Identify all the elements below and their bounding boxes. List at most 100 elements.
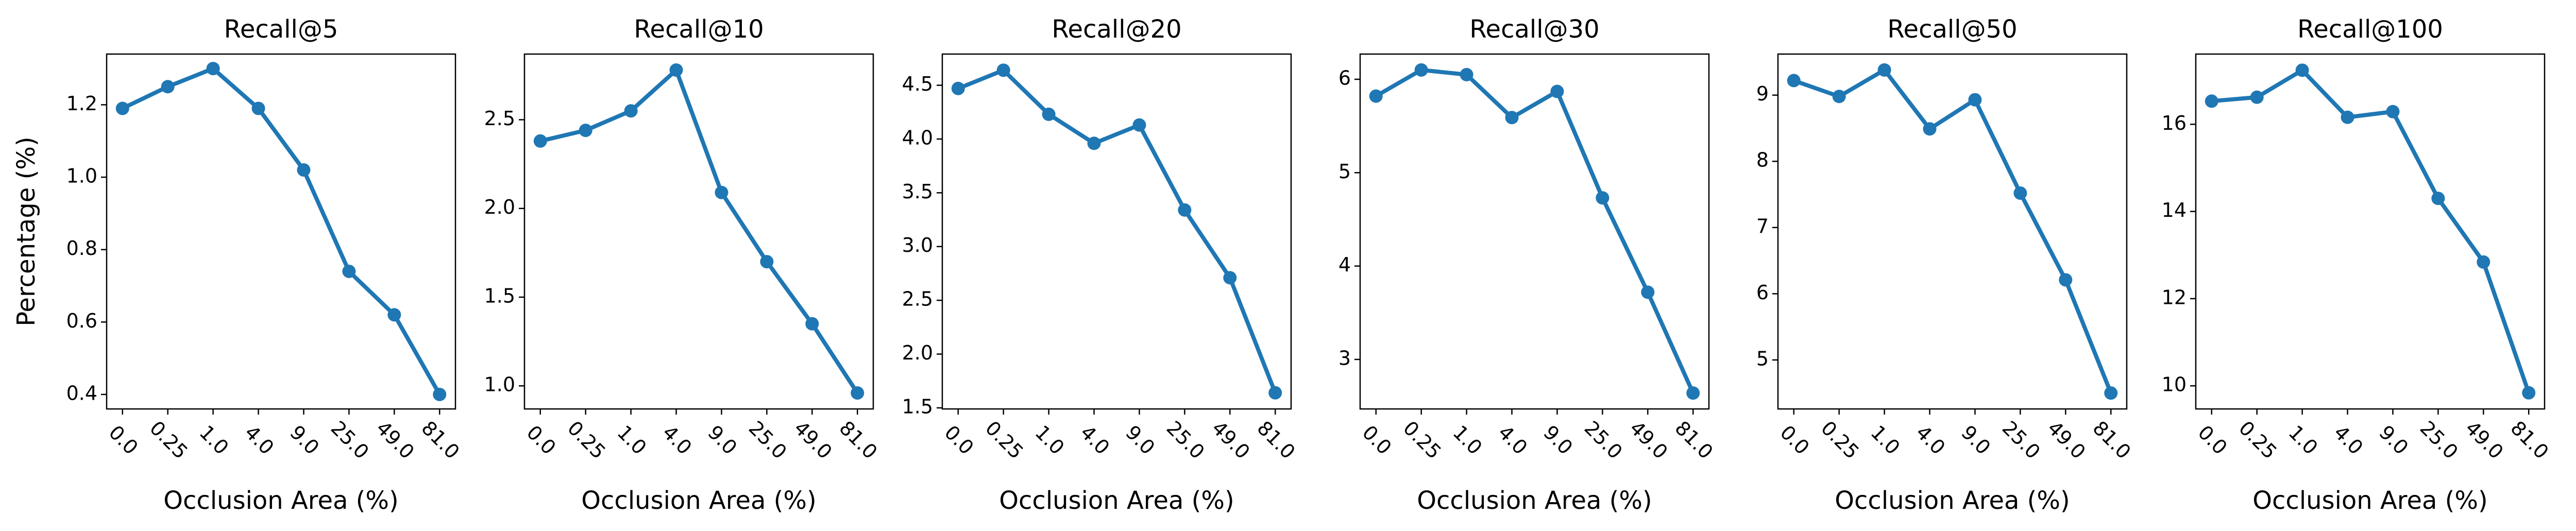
x-tick-label: 4.0 <box>2329 421 2367 459</box>
x-tick-label: 1.0 <box>613 421 651 459</box>
marker <box>2522 386 2536 400</box>
y-tick-label: 1.5 <box>902 395 933 418</box>
x-axis-label: Occlusion Area (%) <box>2252 486 2488 515</box>
line <box>957 68 1277 394</box>
x-tick-label: 0.25 <box>1399 417 1446 464</box>
x-tick-label: 49.0 <box>1625 417 1672 464</box>
axes-frame <box>941 53 1292 410</box>
marker <box>624 104 638 118</box>
marker <box>1087 136 1101 150</box>
marker <box>2295 63 2309 77</box>
x-tick-label: 1.0 <box>1030 421 1069 459</box>
x-tick-label: 1.0 <box>1448 421 1486 459</box>
x-axis-label: Occlusion Area (%) <box>581 486 817 515</box>
x-tick-label: 25.0 <box>1162 417 1209 464</box>
marker <box>1686 386 1700 400</box>
y-tick-label: 8 <box>1756 149 1769 172</box>
marker <box>2431 192 2445 205</box>
axes-frame <box>1359 53 1710 410</box>
marker <box>1414 63 1428 77</box>
x-tick-label: 0.25 <box>563 417 610 464</box>
x-tick-label: 4.0 <box>1076 421 1114 459</box>
marker <box>1787 74 1801 88</box>
marker <box>805 317 819 331</box>
x-tick-label: 9.0 <box>1957 421 1995 459</box>
x-tick-label: 81.0 <box>1671 417 1718 464</box>
x-tick-label: 49.0 <box>2461 417 2508 464</box>
chart-title: Recall@10 <box>634 15 764 44</box>
y-tick-label: 1.0 <box>484 373 515 396</box>
x-axis-label: Occlusion Area (%) <box>1835 486 2070 515</box>
x-tick-label: 49.0 <box>790 417 837 464</box>
chart-title: Recall@100 <box>2297 15 2443 44</box>
x-tick-label: 81.0 <box>2506 417 2553 464</box>
x-tick-label: 25.0 <box>327 417 374 464</box>
axes-frame <box>523 53 874 410</box>
x-tick-label: 81.0 <box>1253 417 1300 464</box>
marker <box>1968 93 1982 107</box>
x-tick-label: 0.25 <box>1817 417 1863 464</box>
axes-frame <box>1777 53 2128 410</box>
x-tick-label: 81.0 <box>2089 417 2136 464</box>
axes-frame <box>106 53 456 410</box>
marker <box>2013 186 2027 200</box>
marker <box>1178 203 1192 217</box>
y-tick-label: 10 <box>2162 373 2187 396</box>
marker <box>1223 271 1237 285</box>
x-tick-label: 1.0 <box>195 421 233 459</box>
x-tick-label: 49.0 <box>2043 417 2090 464</box>
marker <box>1132 118 1146 132</box>
x-tick-label: 49.0 <box>372 417 419 464</box>
marker <box>1832 90 1846 104</box>
marker <box>1505 111 1519 125</box>
x-tick-label: 25.0 <box>2416 417 2463 464</box>
marker <box>851 386 865 400</box>
y-axis-label: Percentage (%) <box>12 136 41 326</box>
x-tick-label: 9.0 <box>1539 421 1577 459</box>
y-tick-label: 1.2 <box>66 92 97 115</box>
line <box>122 66 442 396</box>
y-tick-label: 4.5 <box>902 73 933 95</box>
marker <box>2059 273 2073 287</box>
x-axis-label: Occlusion Area (%) <box>1417 486 1652 515</box>
line <box>1793 67 2113 394</box>
chart-title: Recall@5 <box>224 15 338 44</box>
x-tick-label: 9.0 <box>2375 421 2413 459</box>
x-tick-label: 25.0 <box>1998 417 2045 464</box>
marker <box>579 124 592 138</box>
y-tick-label: 14 <box>2162 199 2187 221</box>
x-tick-label: 0.0 <box>1358 421 1396 459</box>
y-tick-label: 0.8 <box>66 237 97 260</box>
marker <box>951 81 965 95</box>
y-tick-label: 0.4 <box>66 382 97 404</box>
y-tick-label: 1.0 <box>66 165 97 187</box>
marker <box>2205 94 2218 108</box>
marker <box>342 264 356 278</box>
y-tick-label: 1.5 <box>484 284 515 307</box>
x-tick-label: 4.0 <box>1494 421 1532 459</box>
y-tick-label: 12 <box>2162 286 2187 309</box>
x-tick-label: 49.0 <box>1208 417 1255 464</box>
x-axis-label: Occlusion Area (%) <box>163 486 399 515</box>
y-tick-label: 0.6 <box>66 310 97 332</box>
marker <box>1877 63 1891 77</box>
x-tick-label: 1.0 <box>1866 421 1904 459</box>
y-tick-label: 7 <box>1756 215 1769 237</box>
marker <box>1268 386 1282 400</box>
marker <box>2477 255 2490 269</box>
line <box>539 68 859 395</box>
marker <box>1042 107 1056 121</box>
marker <box>161 80 175 94</box>
x-tick-label: 4.0 <box>240 421 278 459</box>
marker <box>669 63 683 77</box>
x-tick-label: 0.25 <box>2234 417 2281 464</box>
axes-frame <box>2195 53 2546 410</box>
x-tick-label: 0.0 <box>2194 421 2232 459</box>
y-tick-label: 5 <box>1338 160 1351 183</box>
x-tick-label: 25.0 <box>744 417 791 464</box>
chart-title: Recall@50 <box>1887 15 2017 44</box>
y-tick-label: 5 <box>1756 347 1769 370</box>
x-tick-label: 0.0 <box>105 421 143 459</box>
marker <box>2250 90 2264 104</box>
chart-title: Recall@30 <box>1469 15 1599 44</box>
